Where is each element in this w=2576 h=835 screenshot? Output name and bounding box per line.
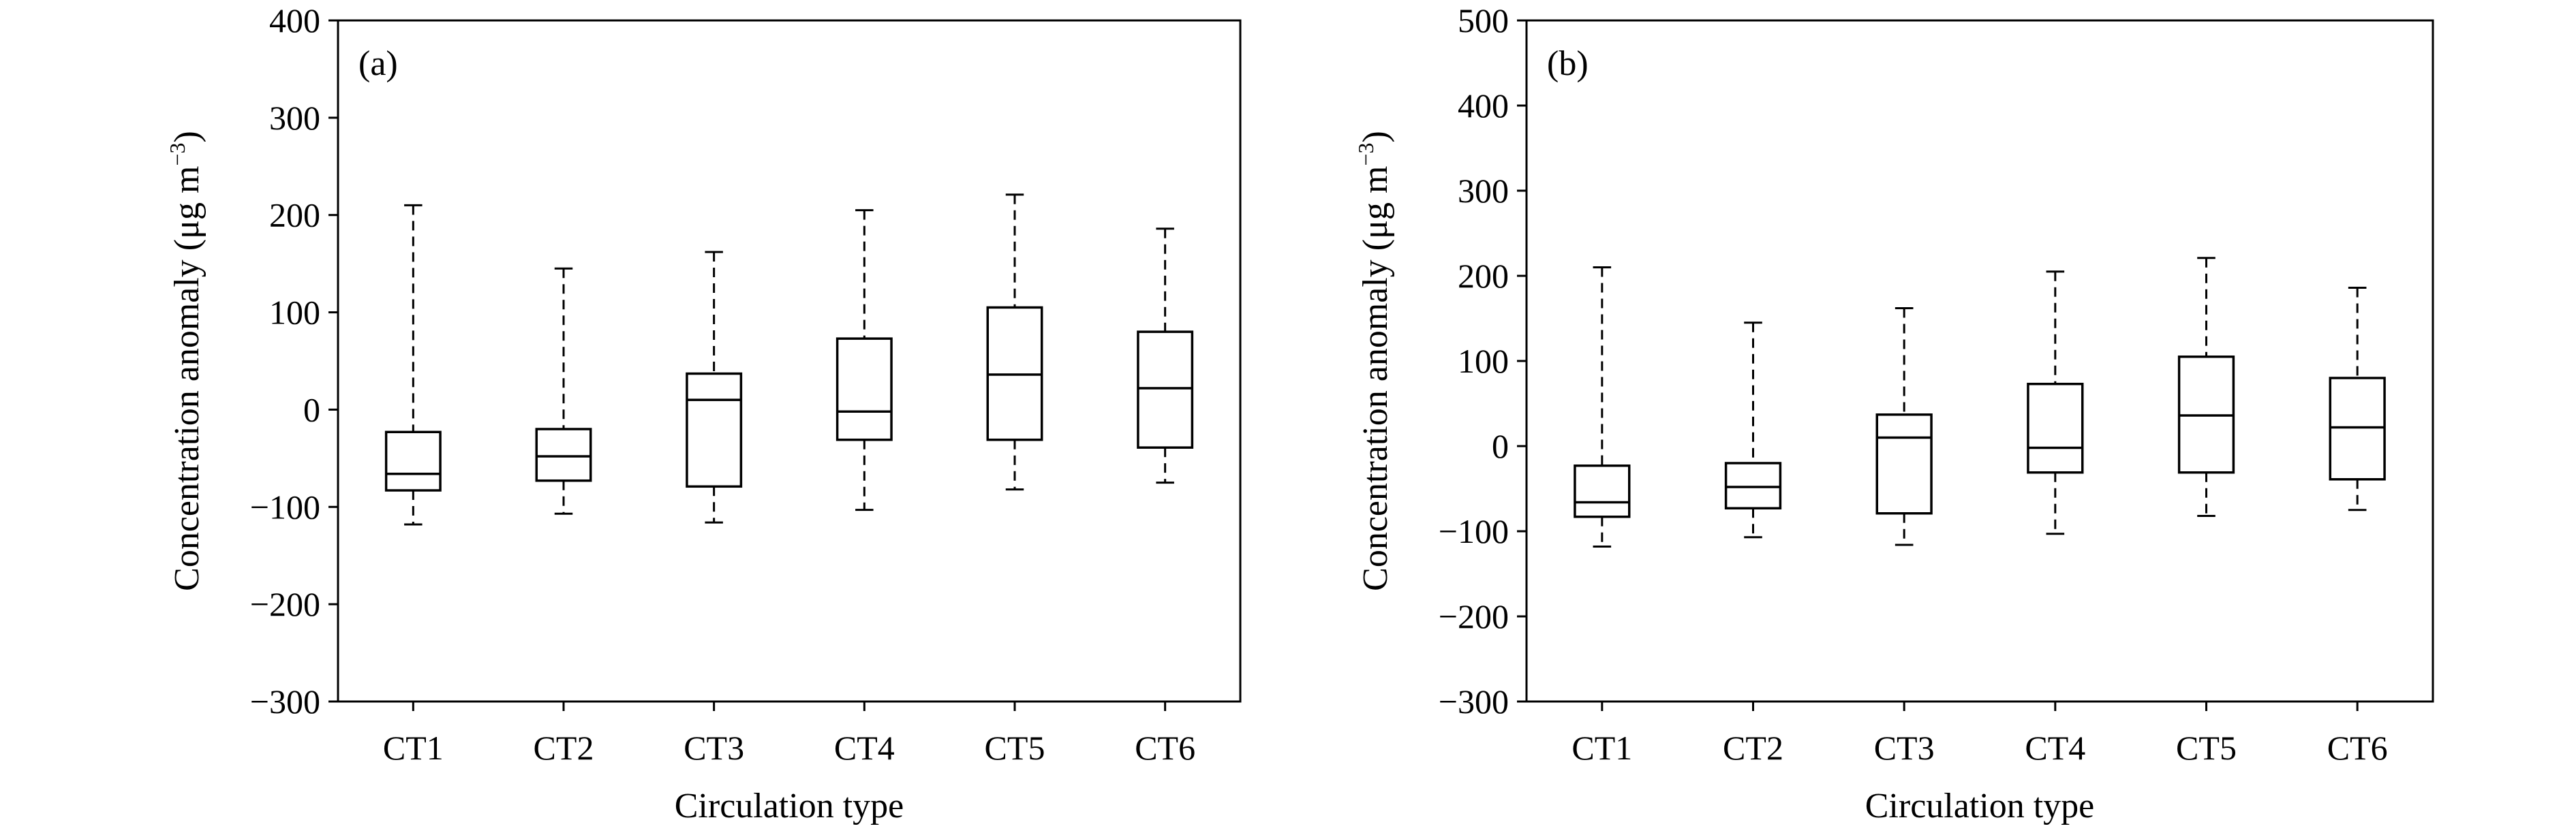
iqr-box: [1137, 330, 1194, 449]
x-tick-label: CT2: [1723, 729, 1783, 767]
x-tick-label: CT4: [834, 729, 895, 767]
iqr-box: [1574, 464, 1631, 518]
y-tick-label: 400: [269, 1, 320, 40]
boxplot-ct6: [2329, 287, 2386, 711]
x-tick-label: CT6: [2327, 729, 2388, 767]
y-tick-label: −100: [1439, 512, 1509, 550]
x-tick-label: CT4: [2025, 729, 2085, 767]
iqr-box: [686, 372, 743, 488]
y-axis-title-superscript: −3: [1353, 143, 1378, 166]
y-tick-label: 0: [303, 390, 320, 428]
iqr-box: [2329, 377, 2386, 481]
iqr-box: [384, 430, 442, 492]
panel-label: (b): [1547, 44, 1589, 83]
iqr-box: [1724, 462, 1782, 509]
y-tick-label: −300: [250, 682, 320, 721]
y-axis-title-end: ): [1356, 131, 1395, 142]
boxplot-ct2: [1724, 321, 1782, 711]
y-tick-label: 400: [1458, 86, 1509, 125]
y-axis-title-superscript: −3: [165, 143, 189, 166]
boxplot-ct4: [2027, 270, 2084, 711]
boxplot-ct5: [2177, 257, 2235, 711]
x-tick-label: CT6: [1135, 729, 1195, 767]
y-axis-title-main: Concentration anomaly (μg m: [1356, 166, 1395, 591]
x-tick-label: CT5: [2176, 729, 2237, 767]
y-axis-title-main: Concentration anomaly (μg m: [168, 166, 206, 591]
panel-a: (a) 400 300 200 100 0 −100 −200 −300 Concentratio…: [165, 1, 1242, 825]
y-tick-label: −100: [250, 488, 320, 526]
x-axis-title: Circulation type: [1865, 787, 2094, 825]
y-tick-label: 300: [1458, 172, 1509, 210]
x-tick-label: CT1: [1571, 729, 1632, 767]
x-tick-label: CT3: [1874, 729, 1935, 767]
boxplot-ct3: [686, 251, 743, 711]
boxplot-ct2: [535, 267, 592, 711]
y-tick-label: 100: [269, 294, 320, 332]
iqr-box: [535, 428, 592, 482]
boxplot-ct4: [835, 209, 893, 711]
y-tick-label: 0: [1492, 427, 1509, 465]
y-tick-label: −200: [1439, 597, 1509, 635]
y-axis-title: Concentration anomaly (μg m−3): [1353, 131, 1395, 591]
y-tick-label: 200: [1458, 257, 1509, 295]
boxplot-ct6: [1137, 227, 1194, 711]
y-tick-label: 300: [269, 99, 320, 137]
panel-label: (a): [358, 44, 398, 83]
y-tick-label: 500: [1458, 1, 1509, 40]
boxplot-ct5: [986, 193, 1043, 711]
x-tick-label: CT3: [684, 729, 744, 767]
y-tick-label: −200: [250, 585, 320, 623]
x-tick-label: CT2: [534, 729, 594, 767]
x-tick-label: CT5: [985, 729, 1045, 767]
iqr-box: [2027, 383, 2084, 474]
plot-frame: [337, 19, 1242, 703]
y-tick-label: 100: [1458, 342, 1509, 380]
y-tick-label: −300: [1439, 682, 1509, 721]
y-axis-title: Concentration anomaly (μg m−3): [165, 131, 206, 591]
y-axis-title-end: ): [168, 131, 206, 142]
plot-frame: [1525, 19, 2434, 703]
boxplot-ct1: [1574, 266, 1631, 711]
y-tick-label: 200: [269, 196, 320, 234]
boxplot-ct1: [384, 204, 442, 711]
boxplot-ct3: [1875, 307, 1933, 711]
panel-b: (b) 500 400 300 200 100 0 −100 −200 −300 Concentra…: [1353, 1, 2434, 825]
x-tick-label: CT1: [383, 729, 444, 767]
x-axis-title: Circulation type: [675, 787, 904, 825]
iqr-box: [835, 337, 893, 441]
iqr-box: [1875, 413, 1933, 515]
